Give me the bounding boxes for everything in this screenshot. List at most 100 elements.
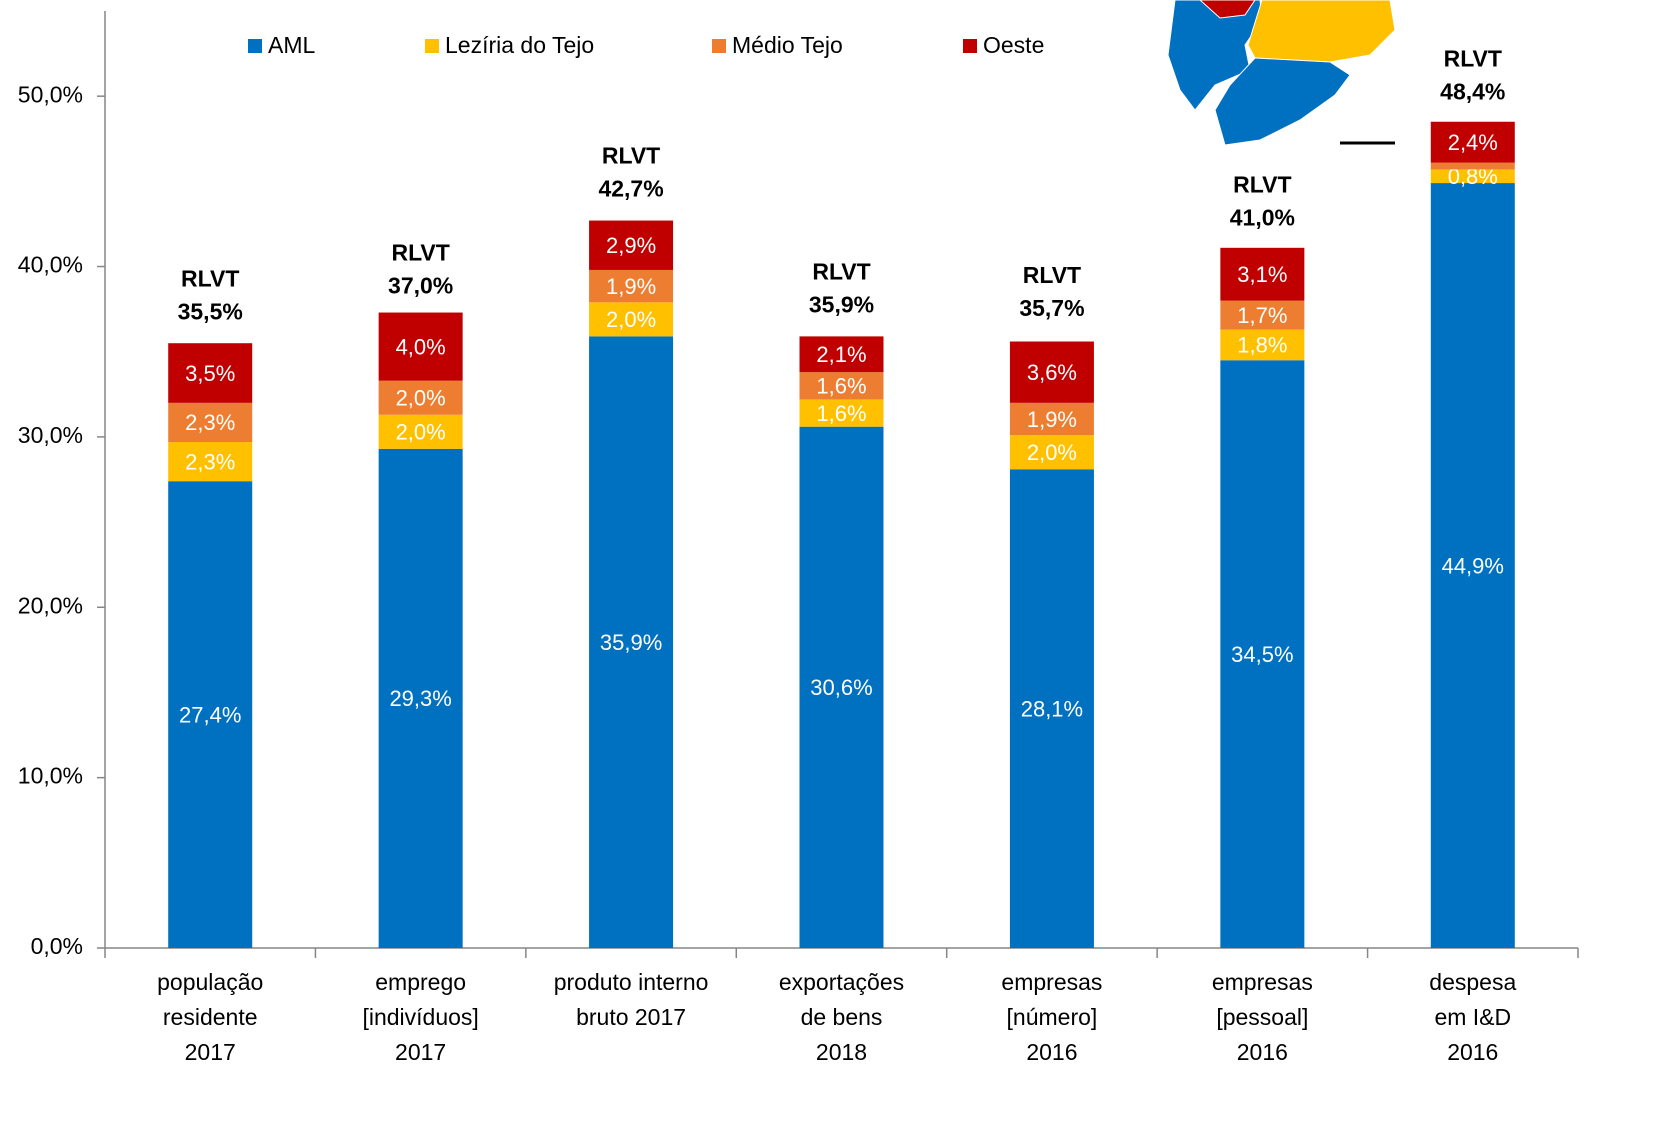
bar-segment xyxy=(589,336,674,948)
x-tick-label: de bens xyxy=(801,1004,883,1030)
data-label: 1,9% xyxy=(1027,407,1077,432)
total-title: RLVT xyxy=(181,265,239,291)
bar-segment xyxy=(799,426,884,949)
data-label: 2,3% xyxy=(185,410,235,435)
data-label: 1,7% xyxy=(1237,303,1287,328)
legend-swatch xyxy=(248,39,262,53)
bar-segment xyxy=(1220,247,1305,301)
x-tick-label: 2016 xyxy=(1447,1039,1498,1065)
x-tick-label: [pessoal] xyxy=(1216,1004,1308,1030)
data-label: 2,3% xyxy=(185,449,235,474)
bar-segment xyxy=(168,442,253,482)
bar-segment xyxy=(1430,162,1515,170)
bar-segment xyxy=(799,399,884,427)
total-label: 42,7% xyxy=(598,176,663,202)
legend-swatch xyxy=(712,39,726,53)
total-title: RLVT xyxy=(1023,262,1081,288)
x-tick-label: 2016 xyxy=(1237,1039,1288,1065)
data-label: 1,8% xyxy=(1237,333,1287,358)
bar-segment xyxy=(1430,169,1515,184)
bar-segment xyxy=(589,302,674,337)
data-label: 2,0% xyxy=(606,307,656,332)
bar-segment xyxy=(378,312,463,381)
bar-segment xyxy=(799,372,884,400)
data-label: 35,9% xyxy=(600,630,662,655)
x-tick-label: empresas xyxy=(1212,969,1313,995)
total-title: RLVT xyxy=(1444,46,1502,72)
total-title: RLVT xyxy=(812,258,870,284)
bar-segment xyxy=(378,414,463,449)
bar-segment xyxy=(1009,341,1094,403)
total-label: 35,5% xyxy=(178,298,243,324)
legend-label: Lezíria do Tejo xyxy=(445,32,594,58)
data-label: 2,4% xyxy=(1448,130,1498,155)
bar-segment xyxy=(1220,329,1305,361)
total-label: 35,7% xyxy=(1019,295,1084,321)
total-title: RLVT xyxy=(1233,172,1291,198)
data-label: 4,0% xyxy=(396,334,446,359)
map-illustration xyxy=(1167,0,1396,146)
total-label: 41,0% xyxy=(1230,205,1295,231)
x-tick-label: emprego xyxy=(375,969,466,995)
total-label: 37,0% xyxy=(388,273,453,299)
data-label: 2,0% xyxy=(1027,440,1077,465)
legend-label: Oeste xyxy=(983,32,1044,58)
data-label: 34,5% xyxy=(1231,642,1293,667)
bar-segment xyxy=(168,343,253,403)
data-label: 1,9% xyxy=(606,274,656,299)
data-label: 30,6% xyxy=(810,675,872,700)
bar-segment xyxy=(378,448,463,948)
data-label: 2,1% xyxy=(816,342,866,367)
data-label: 1,6% xyxy=(816,374,866,399)
total-label: 48,4% xyxy=(1440,79,1505,105)
x-tick-label: bruto 2017 xyxy=(576,1004,686,1030)
bar-segment xyxy=(378,380,463,415)
data-label: 2,0% xyxy=(396,386,446,411)
y-tick-label: 40,0% xyxy=(18,252,83,278)
bar-segment xyxy=(168,481,253,948)
bar-segment xyxy=(1009,402,1094,436)
y-tick-label: 30,0% xyxy=(18,422,83,448)
x-tick-label: produto interno xyxy=(554,969,709,995)
y-tick-label: 10,0% xyxy=(18,763,83,789)
total-title: RLVT xyxy=(391,240,449,266)
data-label: 3,5% xyxy=(185,361,235,386)
x-tick-label: exportações xyxy=(779,969,904,995)
total-title: RLVT xyxy=(602,143,660,169)
data-label: 2,9% xyxy=(606,233,656,258)
x-tick-label: residente xyxy=(163,1004,258,1030)
data-label: 2,0% xyxy=(396,420,446,445)
data-label: 3,1% xyxy=(1237,262,1287,287)
data-label: 3,6% xyxy=(1027,360,1077,385)
y-tick-label: 0,0% xyxy=(31,933,83,959)
bar-segment xyxy=(1009,435,1094,470)
legend-label: Médio Tejo xyxy=(732,32,843,58)
bar-segment xyxy=(168,402,253,443)
data-label: 29,3% xyxy=(389,686,451,711)
x-tick-label: em I&D xyxy=(1434,1004,1511,1030)
data-label: 1,6% xyxy=(816,401,866,426)
bar-segment xyxy=(1220,360,1305,948)
bar-segment xyxy=(799,336,884,373)
legend-swatch xyxy=(425,39,439,53)
data-label: 28,1% xyxy=(1021,696,1083,721)
y-tick-label: 50,0% xyxy=(18,81,83,107)
bar-segment xyxy=(589,220,674,270)
y-tick-label: 20,0% xyxy=(18,592,83,618)
total-label: 35,9% xyxy=(809,291,874,317)
bar-segment xyxy=(1430,121,1515,163)
x-tick-label: despesa xyxy=(1429,969,1516,995)
bar-segment xyxy=(1430,183,1515,949)
data-label: 27,4% xyxy=(179,702,241,727)
bar-segment xyxy=(1009,469,1094,948)
legend-swatch xyxy=(963,39,977,53)
x-tick-label: empresas xyxy=(1001,969,1102,995)
x-tick-label: [número] xyxy=(1007,1004,1098,1030)
x-tick-label: 2018 xyxy=(816,1039,867,1065)
x-tick-label: [indivíduos] xyxy=(362,1004,478,1030)
bar-segment xyxy=(589,269,674,303)
x-tick-label: 2017 xyxy=(395,1039,446,1065)
legend-label: AML xyxy=(268,32,316,58)
bar-segment xyxy=(1220,300,1305,330)
